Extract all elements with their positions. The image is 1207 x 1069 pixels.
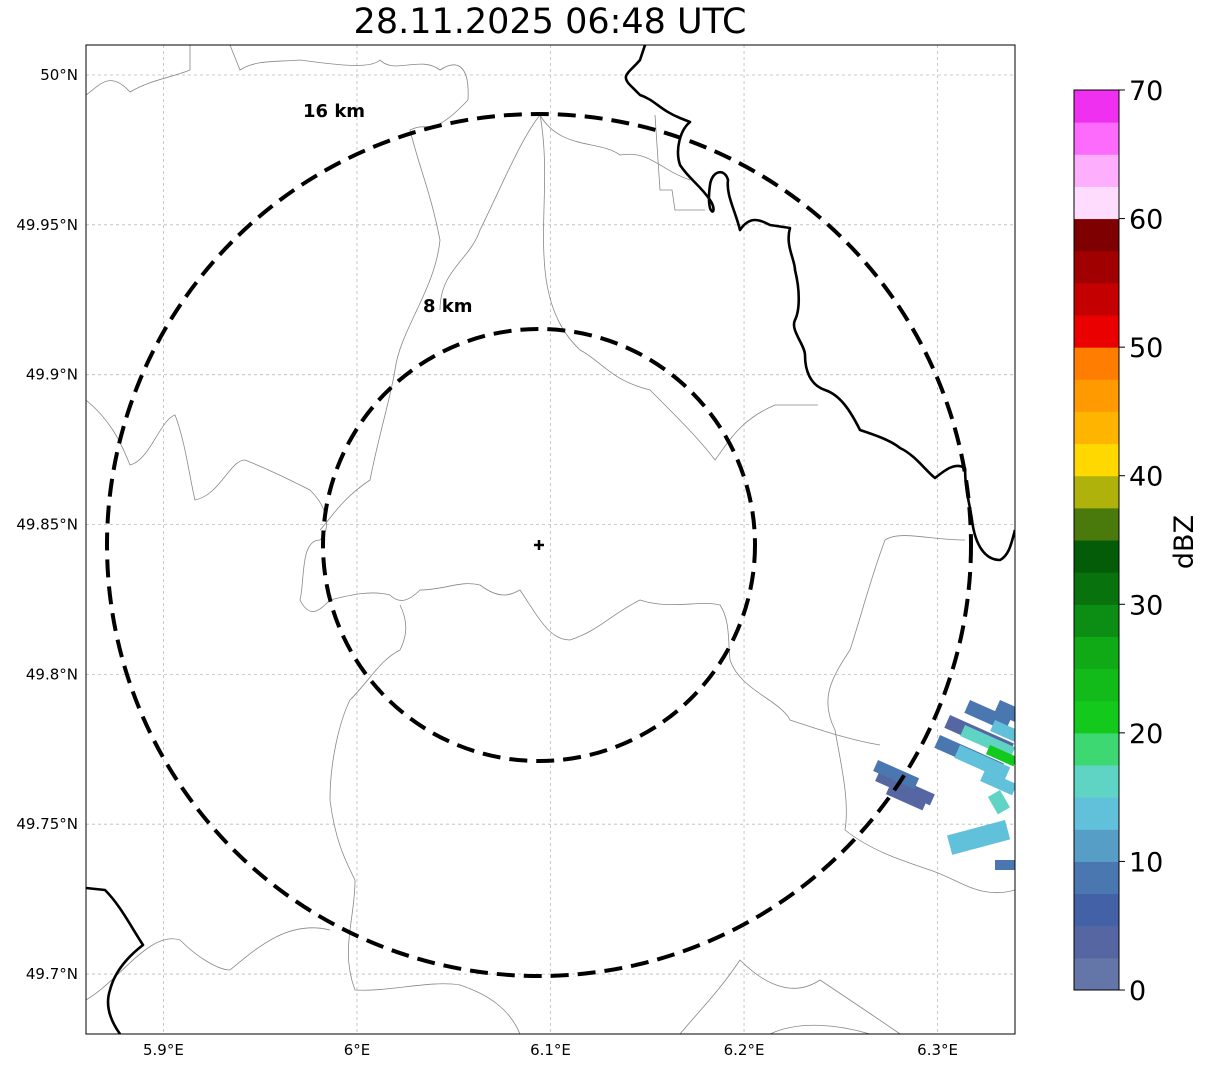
lon-tick-label: 5.9°E — [143, 1041, 184, 1059]
lat-tick-label: 50°N — [40, 66, 78, 84]
colorbar-tick-label: 50 — [1129, 333, 1163, 364]
colorbar-frame — [1073, 89, 1120, 991]
colorbar-bin — [1074, 411, 1119, 445]
colorbar-bin — [1074, 90, 1119, 123]
echo-cell — [885, 785, 927, 811]
range-rings — [105, 112, 973, 978]
colorbar-bin — [1074, 282, 1119, 316]
colorbar-bin — [1074, 475, 1119, 509]
colorbar-tick-label: 20 — [1129, 719, 1163, 750]
colorbar-bin — [1074, 379, 1119, 412]
colorbar-bin — [1074, 925, 1119, 959]
colorbar-bin — [1074, 540, 1119, 573]
colorbar-bin — [1074, 797, 1119, 830]
colorbar-bin — [1074, 636, 1119, 670]
colorbar-bin — [1074, 829, 1119, 862]
colorbar-bin — [1074, 957, 1119, 991]
echo-cell — [990, 719, 1015, 744]
lat-tick-label: 49.95°N — [16, 216, 78, 234]
colorbar-bin — [1074, 572, 1119, 605]
echo-cell — [875, 769, 935, 806]
gridlines — [86, 45, 1015, 1034]
colorbar-bin — [1074, 700, 1119, 734]
colorbar-tick-label: 10 — [1129, 847, 1163, 878]
range-ring-8km — [321, 327, 757, 763]
colorbar-tick-label: 70 — [1129, 76, 1163, 107]
colorbar-bin — [1074, 154, 1119, 187]
colorbar-bin — [1074, 347, 1119, 380]
colorbar-bin — [1074, 250, 1119, 284]
lon-tick-label: 6°E — [344, 1041, 371, 1059]
colorbar-tick-label: 40 — [1129, 462, 1163, 493]
colorbar-bin — [1074, 765, 1119, 798]
colorbar-bin — [1074, 122, 1119, 155]
echo-cell — [994, 700, 1015, 723]
echo-cell — [873, 759, 920, 790]
lat-tick-label: 49.8°N — [26, 665, 78, 683]
colorbar-bin — [1074, 861, 1119, 895]
colorbar-bin — [1074, 443, 1119, 477]
colorbar-tick-label: 30 — [1129, 590, 1163, 621]
lon-tick-label: 6.3°E — [917, 1041, 958, 1059]
echo-cell — [947, 820, 1011, 855]
ring-label-16km: 16 km — [303, 101, 365, 122]
lon-tick-label: 6.1°E — [530, 1041, 571, 1059]
radar-echoes — [873, 699, 1015, 870]
colorbar-tick-label: 60 — [1129, 205, 1163, 236]
colorbar-bin — [1074, 507, 1119, 541]
echo-cell — [987, 790, 1010, 815]
colorbar-bin — [1074, 732, 1119, 766]
colorbar-bin — [1074, 218, 1119, 252]
lat-tick-label: 49.9°N — [26, 366, 78, 384]
map-title: 28.11.2025 06:48 UTC — [353, 2, 747, 42]
echo-cell — [954, 744, 1011, 781]
echo-cell — [980, 770, 1015, 796]
range-ring-16km — [105, 112, 973, 978]
axis-tick-labels: 5.9°E 6°E 6.1°E 6.2°E 6.3°E 50°N 49.95°N 49.9°N… — [16, 66, 958, 1059]
echo-cell — [995, 860, 1015, 870]
colorbar-bin — [1074, 893, 1119, 927]
colorbar-bin — [1074, 315, 1119, 348]
colorbar-label: dBZ — [1169, 515, 1200, 569]
radar-site-marker — [534, 540, 544, 550]
lat-tick-label: 49.85°N — [16, 516, 78, 534]
colorbar-tick-label: 0 — [1129, 976, 1146, 1007]
ring-label-8km: 8 km — [423, 296, 473, 317]
national-border — [86, 45, 1015, 1034]
colorbar-bin — [1074, 668, 1119, 702]
colorbar-bin — [1074, 186, 1119, 220]
echo-cell — [985, 745, 1015, 767]
municipal-borders — [86, 45, 1015, 1034]
lat-tick-label: 49.75°N — [16, 815, 78, 833]
lon-tick-label: 6.2°E — [724, 1041, 765, 1059]
lat-tick-label: 49.7°N — [26, 965, 78, 983]
colorbar: 0 10 20 30 40 50 60 70 — [1073, 76, 1163, 1007]
map-frame — [85, 44, 1016, 1035]
echo-cell — [960, 725, 1015, 759]
colorbar-bin — [1074, 604, 1119, 637]
